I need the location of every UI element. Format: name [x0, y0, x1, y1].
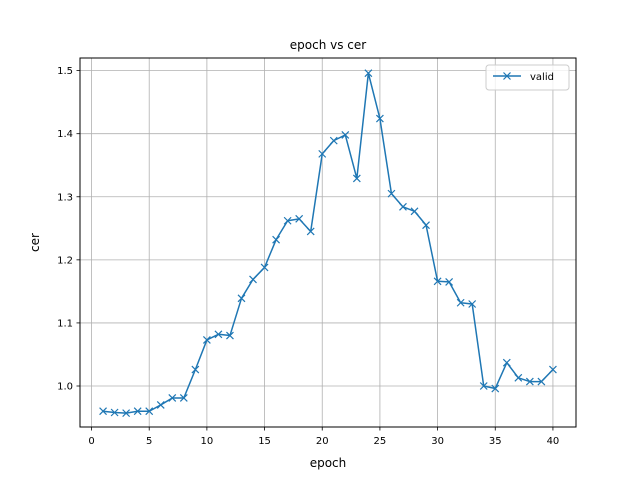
data-point: [514, 373, 523, 382]
x-axis-title: epoch: [310, 456, 347, 470]
data-point: [145, 407, 154, 416]
x-tick-label: 10: [201, 436, 214, 447]
data-point: [502, 358, 511, 367]
y-axis-title: cer: [28, 233, 42, 252]
data-point: [306, 227, 315, 236]
data-point: [237, 294, 246, 303]
data-point: [433, 277, 442, 286]
data-point: [479, 382, 488, 390]
data-point: [525, 377, 534, 386]
x-tick-label: 30: [431, 436, 444, 447]
data-point: [375, 114, 384, 123]
legend-marker-valid: [503, 72, 511, 80]
data-point: [445, 277, 454, 286]
data-point: [422, 221, 430, 230]
chart-title: epoch vs cer: [290, 38, 367, 52]
y-tick-label: 1.3: [57, 192, 73, 203]
data-point: [352, 174, 361, 183]
y-tick-label: 1.4: [57, 129, 73, 140]
data-point: [168, 394, 177, 402]
data-point: [410, 207, 419, 216]
data-point: [537, 377, 546, 386]
legend-box: [485, 64, 570, 91]
data-point: [226, 331, 234, 340]
data-point: [387, 189, 396, 198]
y-tick-label: 1.5: [57, 66, 73, 77]
data-point: [99, 407, 107, 416]
x-tick-label: 5: [146, 436, 152, 447]
data-point: [272, 235, 281, 244]
data-point: [318, 149, 327, 158]
data-point: [202, 336, 211, 344]
y-tick-label: 1.2: [57, 255, 73, 266]
series-line-valid: [102, 72, 554, 414]
legend: valid: [485, 64, 570, 91]
plot-frame: [79, 57, 577, 428]
x-tick-label: 15: [258, 436, 271, 447]
data-point: [156, 400, 165, 409]
data-point: [214, 330, 223, 339]
data-point: [549, 365, 557, 374]
legend-label-valid: valid: [530, 72, 554, 83]
data-point: [260, 263, 269, 272]
data-point: [283, 216, 292, 225]
data-point: [191, 365, 200, 374]
y-tick-label: 1.0: [57, 382, 73, 393]
data-point: [456, 298, 465, 307]
series-layer: [99, 69, 557, 418]
data-point: [399, 202, 407, 211]
data-point: [110, 408, 119, 417]
data-point: [179, 394, 188, 402]
ticks: 0 5 10 15 20 25 30 35 40 1.0 1.1 1.2 1.3 1.4 1.5: [57, 66, 559, 447]
data-point: [329, 136, 338, 145]
x-tick-label: 35: [489, 436, 502, 447]
x-tick-label: 20: [316, 436, 329, 447]
data-point: [122, 409, 131, 418]
data-point: [133, 407, 142, 416]
x-tick-label: 40: [547, 436, 560, 447]
data-point: [341, 131, 350, 139]
data-point: [364, 69, 373, 78]
data-point: [295, 214, 304, 223]
data-point: [491, 384, 500, 393]
data-point: [249, 275, 257, 284]
y-tick-label: 1.1: [57, 318, 73, 329]
x-tick-label: 25: [374, 436, 387, 447]
x-tick-label: 0: [88, 436, 94, 447]
data-point: [468, 300, 477, 308]
